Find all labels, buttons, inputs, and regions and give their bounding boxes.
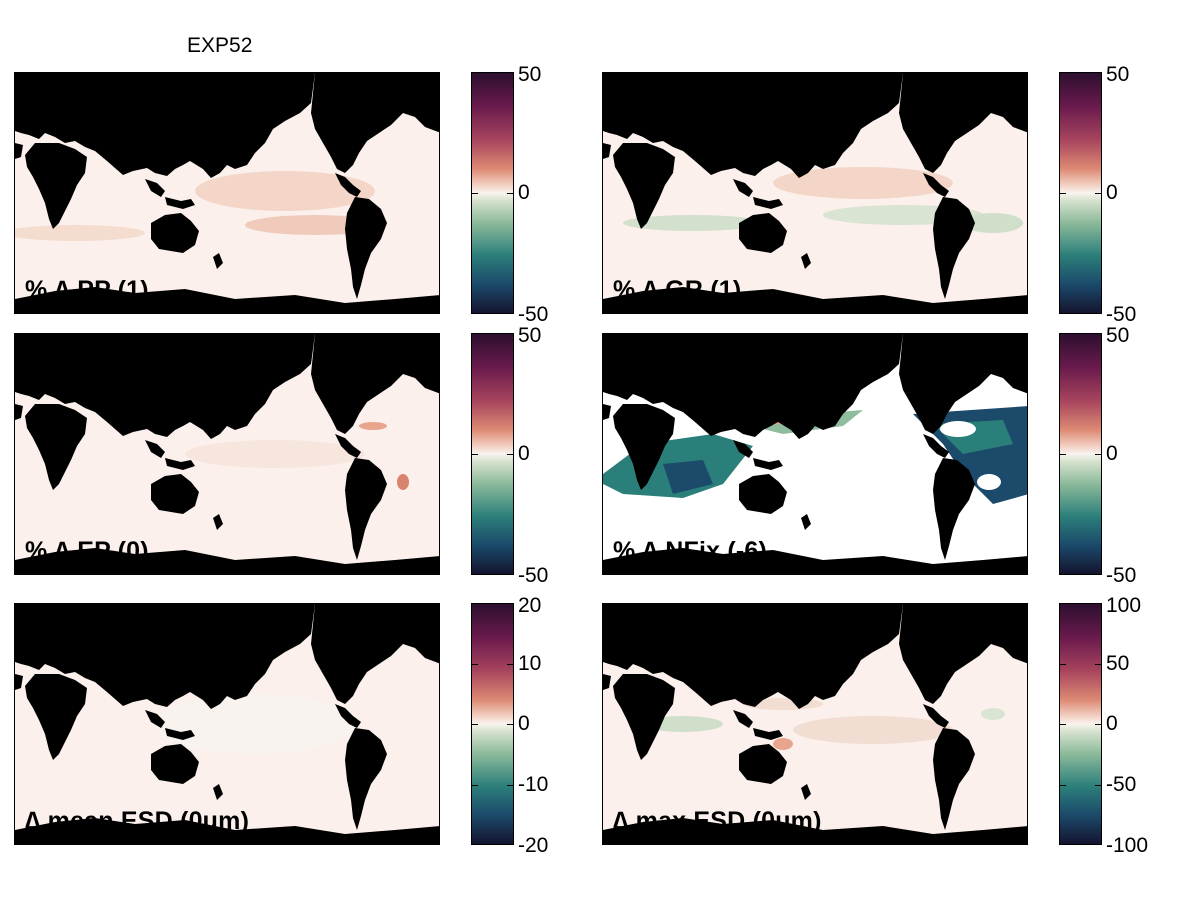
panel-label: % ∆ EP (0) — [25, 537, 149, 565]
colorbar-tick-label: 50 — [1106, 324, 1130, 347]
colorbar-tick-label: 0 — [1106, 181, 1118, 204]
world-map — [603, 334, 1027, 574]
colorbar-tick-label: -100 — [1106, 834, 1149, 857]
colorbar-tick-label: -50 — [518, 303, 549, 326]
colorbar-tick-label: 0 — [518, 442, 530, 465]
colorbar: 50 0 -50 — [1059, 63, 1136, 326]
map-panel-max-esd: ∆ max ESD (0um) — [602, 603, 1028, 845]
world-map — [15, 604, 439, 844]
colorbar-tick-label: 50 — [518, 63, 542, 86]
colorbar-tick-label: -10 — [518, 773, 549, 796]
colorbar-tick-label: -50 — [1106, 564, 1137, 587]
colorbar-tick-label: 50 — [1106, 652, 1130, 675]
colorbar-tick-label: 50 — [1106, 63, 1130, 86]
map-panel-gr: % ∆ GR (1) — [602, 72, 1028, 314]
colorbar-tick-label: -20 — [518, 834, 549, 857]
colorbar-tick-label: 0 — [518, 712, 530, 735]
panel-label: ∆ max ESD (0um) — [613, 807, 822, 835]
colorbar-tick-label: 0 — [1106, 442, 1118, 465]
colorbar-tick-label: 0 — [1106, 712, 1118, 735]
panel-label: ∆ mean ESD (0um) — [25, 807, 250, 835]
map-panel-mean-esd: ∆ mean ESD (0um) — [14, 603, 440, 845]
world-map — [15, 334, 439, 574]
map-panel-nfix: % ∆ NFix (-6) — [602, 333, 1028, 575]
colorbar-tick-label: 0 — [518, 181, 530, 204]
colorbar-tick-label: -50 — [1106, 773, 1137, 796]
map-panel-pp: % ∆ PP (1) — [14, 72, 440, 314]
colorbar: 50 0 -50 — [471, 324, 548, 587]
world-map — [603, 73, 1027, 313]
colorbar: 50 0 -50 — [471, 63, 548, 326]
panel-label: % ∆ PP (1) — [25, 276, 149, 304]
panel-label: % ∆ GR (1) — [613, 276, 742, 304]
map-panel-ep: % ∆ EP (0) — [14, 333, 440, 575]
colorbar-tick-label: -50 — [518, 564, 549, 587]
colorbar: 20 10 0 -10 -20 — [471, 594, 548, 857]
world-map — [15, 73, 439, 313]
figure-title: EXP52 — [187, 34, 253, 57]
colorbar-tick-label: 20 — [518, 594, 542, 617]
colorbar-tick-label: 100 — [1106, 594, 1142, 617]
colorbar: 100 50 0 -50 -100 — [1059, 594, 1148, 857]
panel-label: % ∆ NFix (-6) — [613, 537, 768, 565]
colorbar-tick-label: 50 — [518, 324, 542, 347]
world-map — [603, 604, 1027, 844]
colorbar: 50 0 -50 — [1059, 324, 1136, 587]
colorbar-tick-label: -50 — [1106, 303, 1137, 326]
colorbar-tick-label: 10 — [518, 652, 542, 675]
